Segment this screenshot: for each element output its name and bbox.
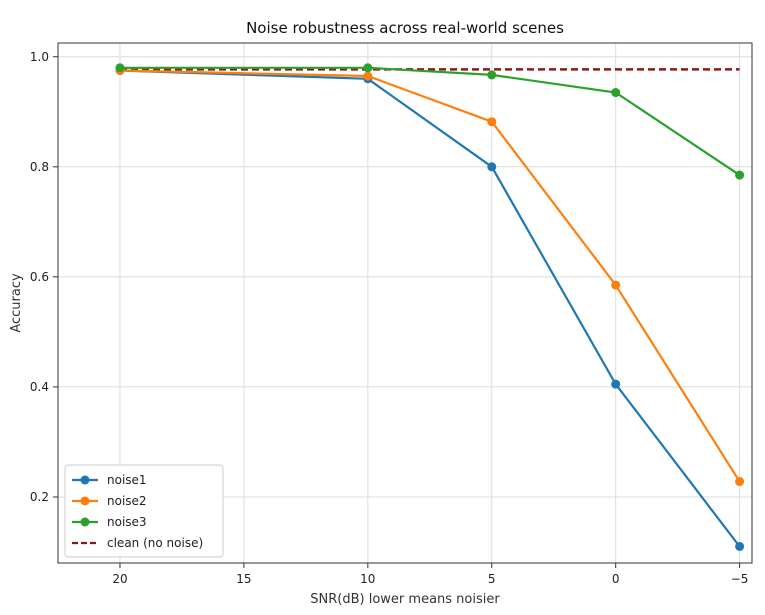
y-tick-label: 0.6 xyxy=(30,270,49,284)
data-point xyxy=(611,88,621,98)
legend-item: noise3 xyxy=(72,515,147,529)
chart-title: Noise robustness across real-world scene… xyxy=(246,19,564,37)
y-tick-label: 0.2 xyxy=(30,490,49,504)
x-tick-label: 15 xyxy=(236,572,251,586)
series-layer xyxy=(115,63,745,551)
legend-item: noise1 xyxy=(72,473,147,487)
legend-label: noise3 xyxy=(107,515,147,529)
series-1 xyxy=(115,66,745,487)
axis-ticks: 20 15 10 5 0 −5 0.2 0.4 0.6 0.8 1.0 xyxy=(30,50,749,586)
data-point xyxy=(487,70,497,80)
legend-box xyxy=(64,464,224,558)
data-point xyxy=(735,477,745,487)
x-tick-label: 0 xyxy=(612,572,620,586)
data-point xyxy=(735,170,745,180)
data-point xyxy=(611,280,621,290)
x-axis-label: SNR(dB) lower means noisier xyxy=(310,592,500,607)
data-point xyxy=(363,71,373,81)
y-tick-label: 1.0 xyxy=(30,50,49,64)
x-tick-label: 5 xyxy=(488,572,496,586)
legend: noise1 noise2 noise3 clean (no noise) xyxy=(64,464,224,558)
legend-item: clean (no noise) xyxy=(72,536,203,550)
legend-label: noise1 xyxy=(107,473,147,487)
y-tick-label: 0.4 xyxy=(30,380,49,394)
legend-marker xyxy=(80,475,90,485)
legend-label: noise2 xyxy=(107,494,147,508)
data-point xyxy=(487,117,497,127)
data-point xyxy=(611,379,621,389)
grid-lines xyxy=(58,43,752,563)
data-point xyxy=(363,63,373,73)
data-point xyxy=(735,541,745,551)
plot-frame xyxy=(57,42,753,564)
data-point xyxy=(115,63,125,73)
series-2 xyxy=(115,63,745,180)
y-axis-label: Accuracy xyxy=(9,273,24,333)
legend-label: clean (no noise) xyxy=(107,536,203,550)
legend-item: noise2 xyxy=(72,494,147,508)
x-tick-label: 20 xyxy=(112,572,127,586)
x-tick-label: 10 xyxy=(360,572,375,586)
y-tick-label: 0.8 xyxy=(30,160,49,174)
legend-marker xyxy=(80,517,90,527)
legend-marker xyxy=(80,496,90,506)
data-point xyxy=(487,162,497,172)
x-tick-label: −5 xyxy=(731,572,749,586)
